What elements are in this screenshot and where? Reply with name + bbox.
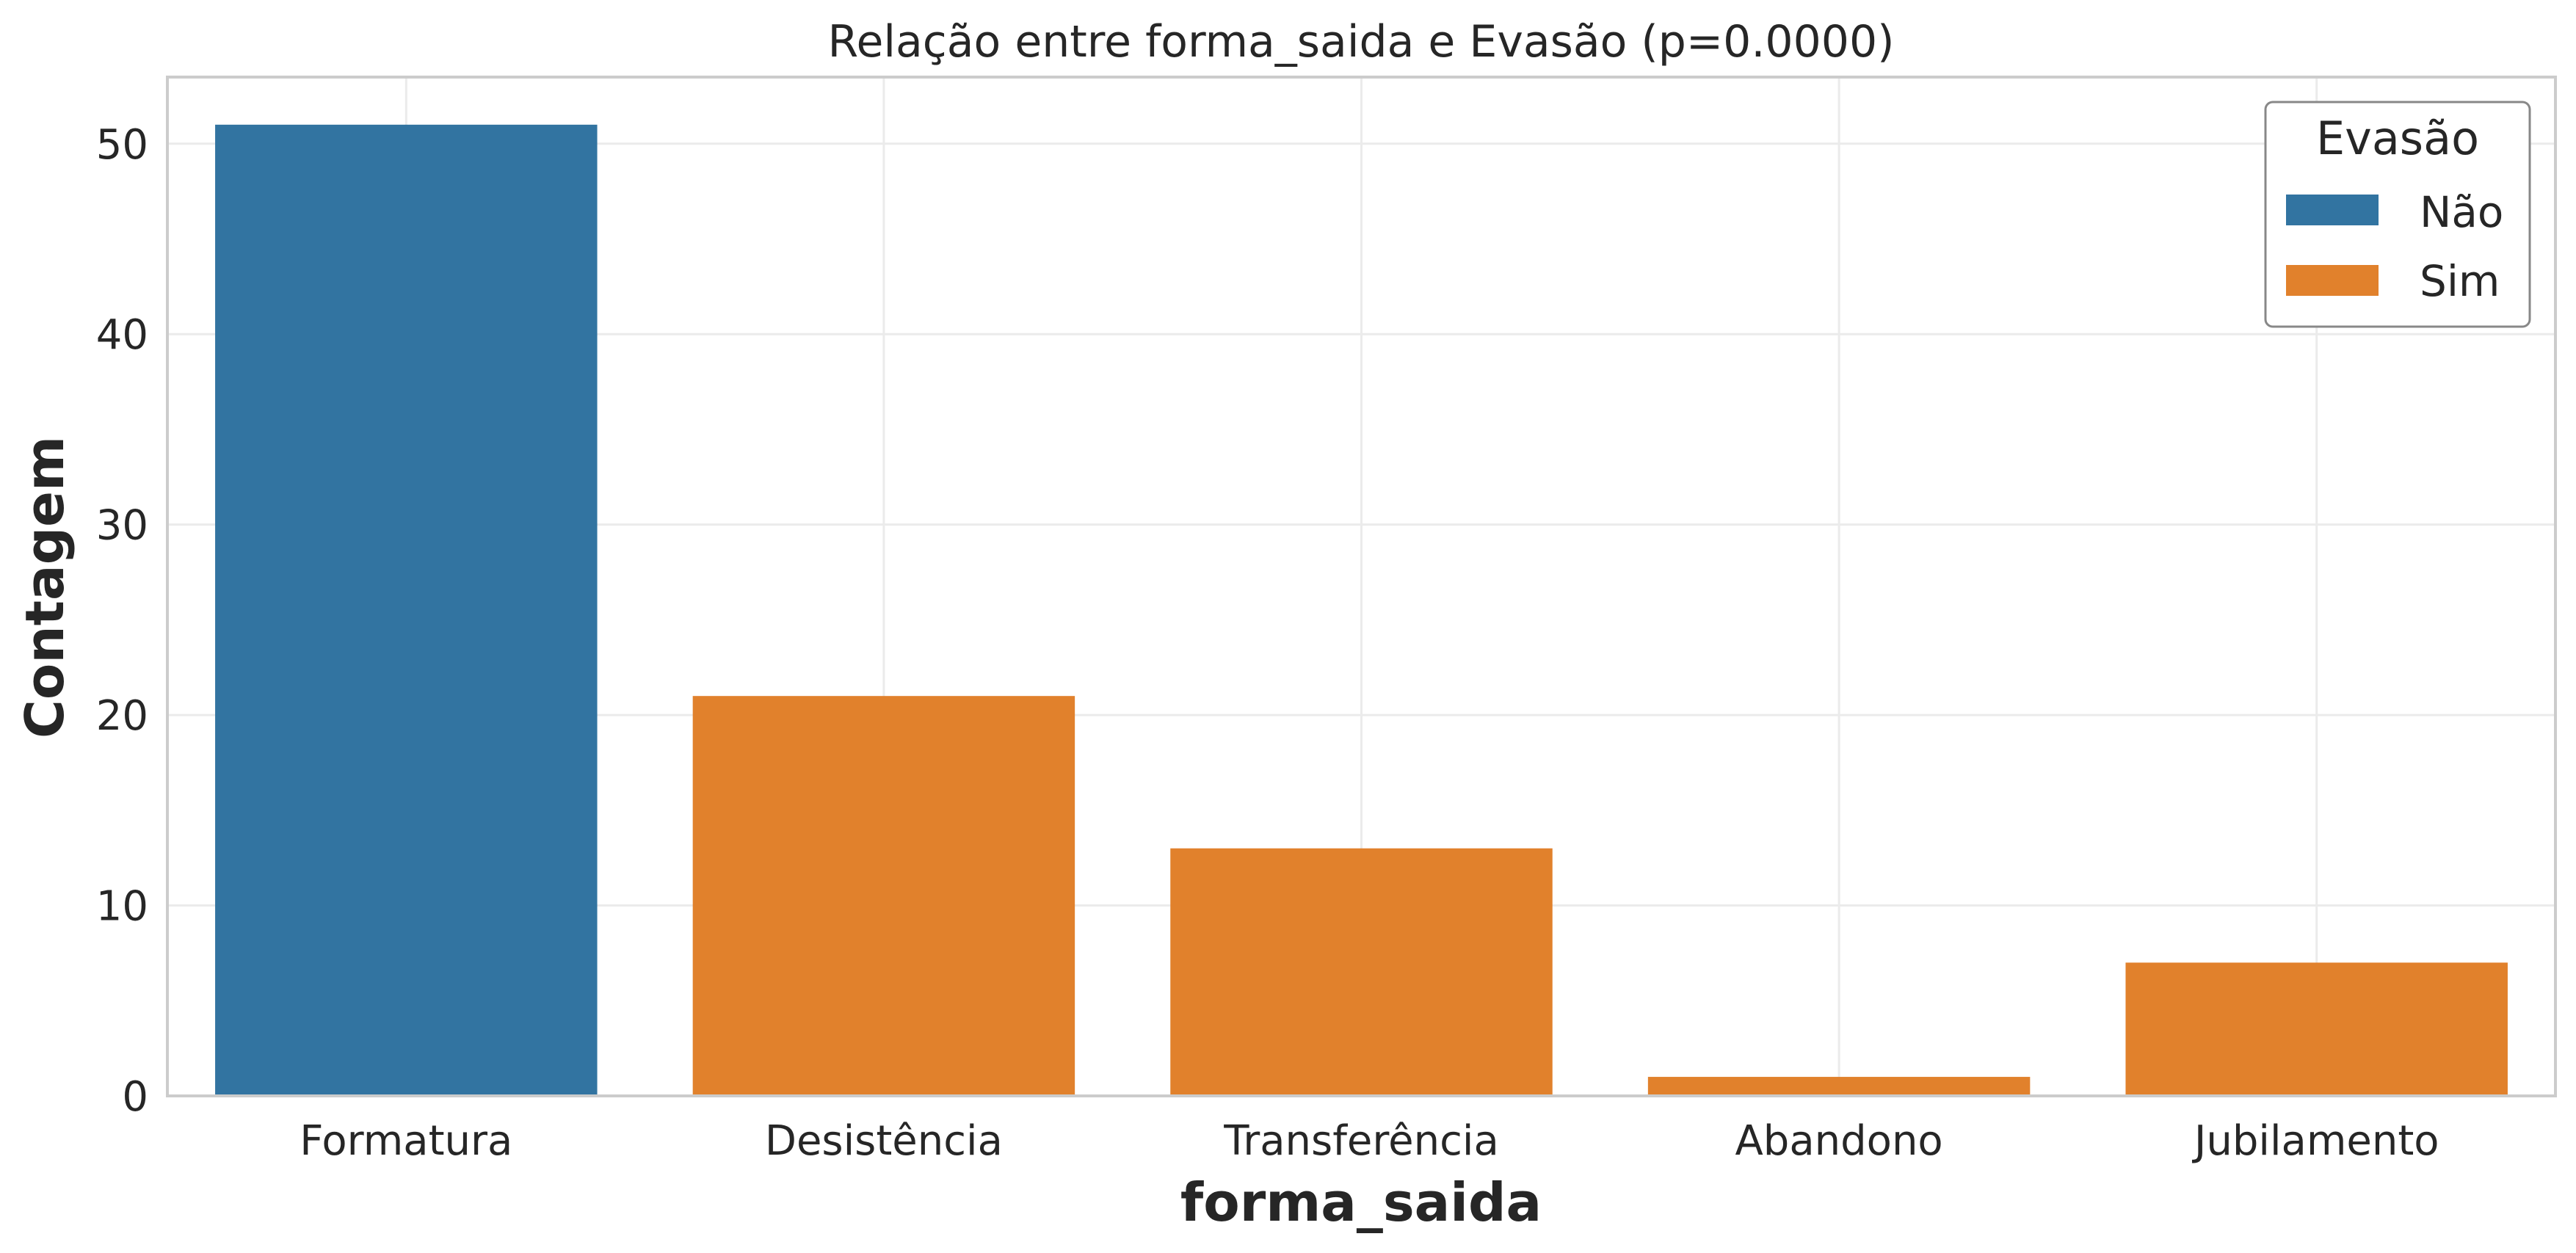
y-tick-label: 0 (122, 1073, 148, 1121)
x-tick-label: Jubilamento (2192, 1117, 2439, 1165)
bar-desistência (692, 696, 1075, 1096)
bar-transferência (1170, 848, 1553, 1096)
y-axis-label: Contagem (14, 436, 76, 738)
y-tick-label: 10 (96, 883, 148, 931)
bars (215, 124, 2508, 1096)
y-tick-label: 50 (96, 121, 148, 169)
legend-label-nao: Não (2420, 187, 2503, 237)
x-tick-label: Abandono (1735, 1117, 1942, 1165)
x-tick-label: Transferência (1223, 1117, 1499, 1165)
legend-title: Evasão (2316, 112, 2479, 165)
x-tick-label: Formatura (300, 1117, 512, 1165)
bar-abandono (1647, 1077, 2031, 1096)
y-tick-label: 40 (96, 311, 148, 359)
bar-formatura (215, 124, 598, 1096)
legend-swatch-nao (2286, 195, 2379, 225)
y-tick-label: 20 (96, 692, 148, 740)
legend-swatch-sim (2286, 265, 2379, 296)
plot-frame (166, 76, 2557, 1097)
x-tick-label: Desistência (765, 1117, 1003, 1165)
bar-jubilamento (2125, 962, 2508, 1096)
legend: Evasão Não Sim (2264, 101, 2531, 328)
y-tick-labels: 0 10 20 30 40 50 (96, 121, 148, 1121)
y-tick-label: 30 (96, 502, 148, 550)
x-tick-labels: Formatura Desistência Transferência Abandon… (300, 1117, 2439, 1165)
x-axis-label: forma_saida (1180, 1172, 1542, 1233)
legend-label-sim: Sim (2420, 256, 2500, 306)
chart-title: Relação entre forma_saida e Evasão (p=0.… (827, 16, 1894, 68)
